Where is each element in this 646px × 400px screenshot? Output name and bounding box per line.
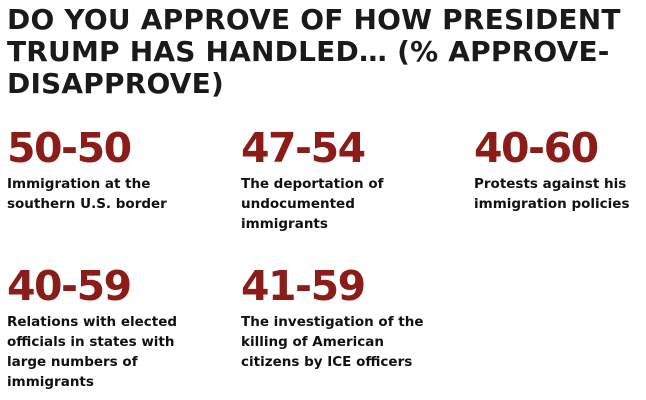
stat-value: 50-50 (7, 124, 132, 172)
stat-label: Immigration at the southern U.S. border (7, 176, 167, 212)
stat-value: 40-59 (7, 262, 132, 310)
stat-label: The deportation of undocumented immigran… (241, 176, 384, 232)
stat-label: The investigation of the killing of Amer… (241, 314, 424, 370)
stat-label: Protests against his immigration policie… (474, 176, 630, 212)
stat-elected-officials: 40-59 Relations with elected officials i… (7, 264, 207, 392)
stat-value: 40-60 (474, 124, 599, 172)
stat-ice-investigation: 41-59 The investigation of the killing o… (241, 264, 441, 372)
stat-value: 41-59 (241, 262, 366, 310)
stat-immigration-border: 50-50 Immigration at the southern U.S. b… (7, 126, 207, 214)
page-title: DO YOU APPROVE OF HOW PRESIDENT TRUMP HA… (7, 3, 621, 100)
stat-value: 47-54 (241, 124, 366, 172)
stat-protests: 40-60 Protests against his immigration p… (474, 126, 642, 214)
stat-deportation: 47-54 The deportation of undocumented im… (241, 126, 441, 234)
stat-label: Relations with elected officials in stat… (7, 314, 178, 390)
